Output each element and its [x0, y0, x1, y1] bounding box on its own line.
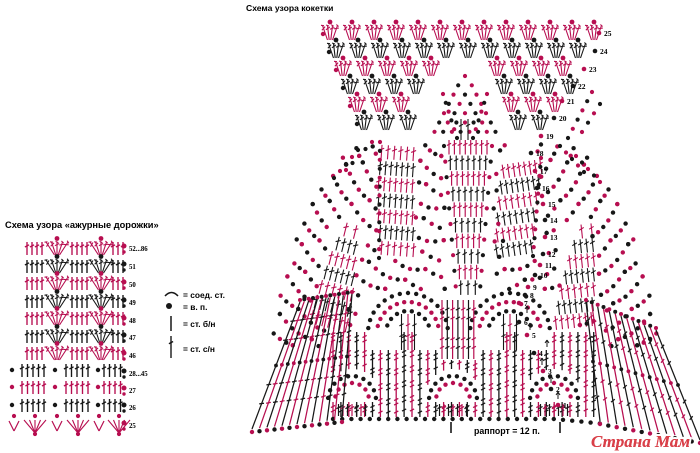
svg-text:24: 24: [600, 47, 608, 56]
svg-text:26: 26: [129, 405, 136, 412]
svg-text:4: 4: [539, 349, 543, 358]
svg-text:Схема узора «ажурные дорожки»: Схема узора «ажурные дорожки»: [5, 220, 159, 230]
svg-text:18: 18: [536, 149, 544, 158]
svg-text:25: 25: [604, 29, 612, 38]
svg-text:5: 5: [532, 331, 536, 340]
svg-text:25: 25: [129, 423, 136, 430]
svg-text:Страна Мам: Страна Мам: [591, 432, 690, 451]
svg-text:21: 21: [567, 97, 575, 106]
svg-text:= ст. б/н: = ст. б/н: [183, 319, 215, 329]
svg-text:7: 7: [524, 299, 528, 308]
svg-text:16: 16: [542, 184, 550, 193]
svg-text:48: 48: [129, 318, 136, 325]
svg-text:2: 2: [556, 385, 560, 394]
svg-text:20: 20: [559, 114, 567, 123]
svg-text:15: 15: [548, 200, 556, 209]
svg-text:Страна Мам: Страна Мам: [591, 432, 690, 451]
svg-text:8: 8: [530, 291, 534, 300]
svg-text:19: 19: [546, 132, 554, 141]
svg-text:11: 11: [545, 261, 552, 270]
svg-text:23: 23: [589, 65, 597, 74]
svg-text:= соед. ст.: = соед. ст.: [183, 290, 225, 300]
svg-text:раппорт = 12 п.: раппорт = 12 п.: [474, 426, 540, 436]
svg-text:10: 10: [540, 271, 548, 280]
svg-text:27: 27: [129, 388, 136, 395]
svg-text:47: 47: [129, 335, 136, 342]
svg-text:51: 51: [129, 264, 136, 271]
svg-text:1: 1: [563, 401, 567, 410]
svg-text:= ст. с/н: = ст. с/н: [183, 344, 215, 354]
svg-text:Схема узора кокетки: Схема узора кокетки: [246, 3, 333, 13]
svg-text:22: 22: [578, 82, 586, 91]
svg-text:50: 50: [129, 282, 136, 289]
svg-text:14: 14: [550, 216, 558, 225]
svg-text:9: 9: [533, 283, 537, 292]
svg-text:6: 6: [524, 318, 528, 327]
svg-text:17: 17: [540, 167, 548, 176]
svg-text:13: 13: [550, 233, 558, 242]
svg-text:49: 49: [129, 300, 136, 307]
svg-text:52...86: 52...86: [129, 246, 148, 253]
svg-text:3: 3: [548, 367, 552, 376]
svg-text:= в. п.: = в. п.: [183, 302, 207, 312]
svg-text:28...45: 28...45: [129, 371, 148, 378]
svg-text:12: 12: [548, 250, 556, 259]
svg-text:46: 46: [129, 353, 136, 360]
